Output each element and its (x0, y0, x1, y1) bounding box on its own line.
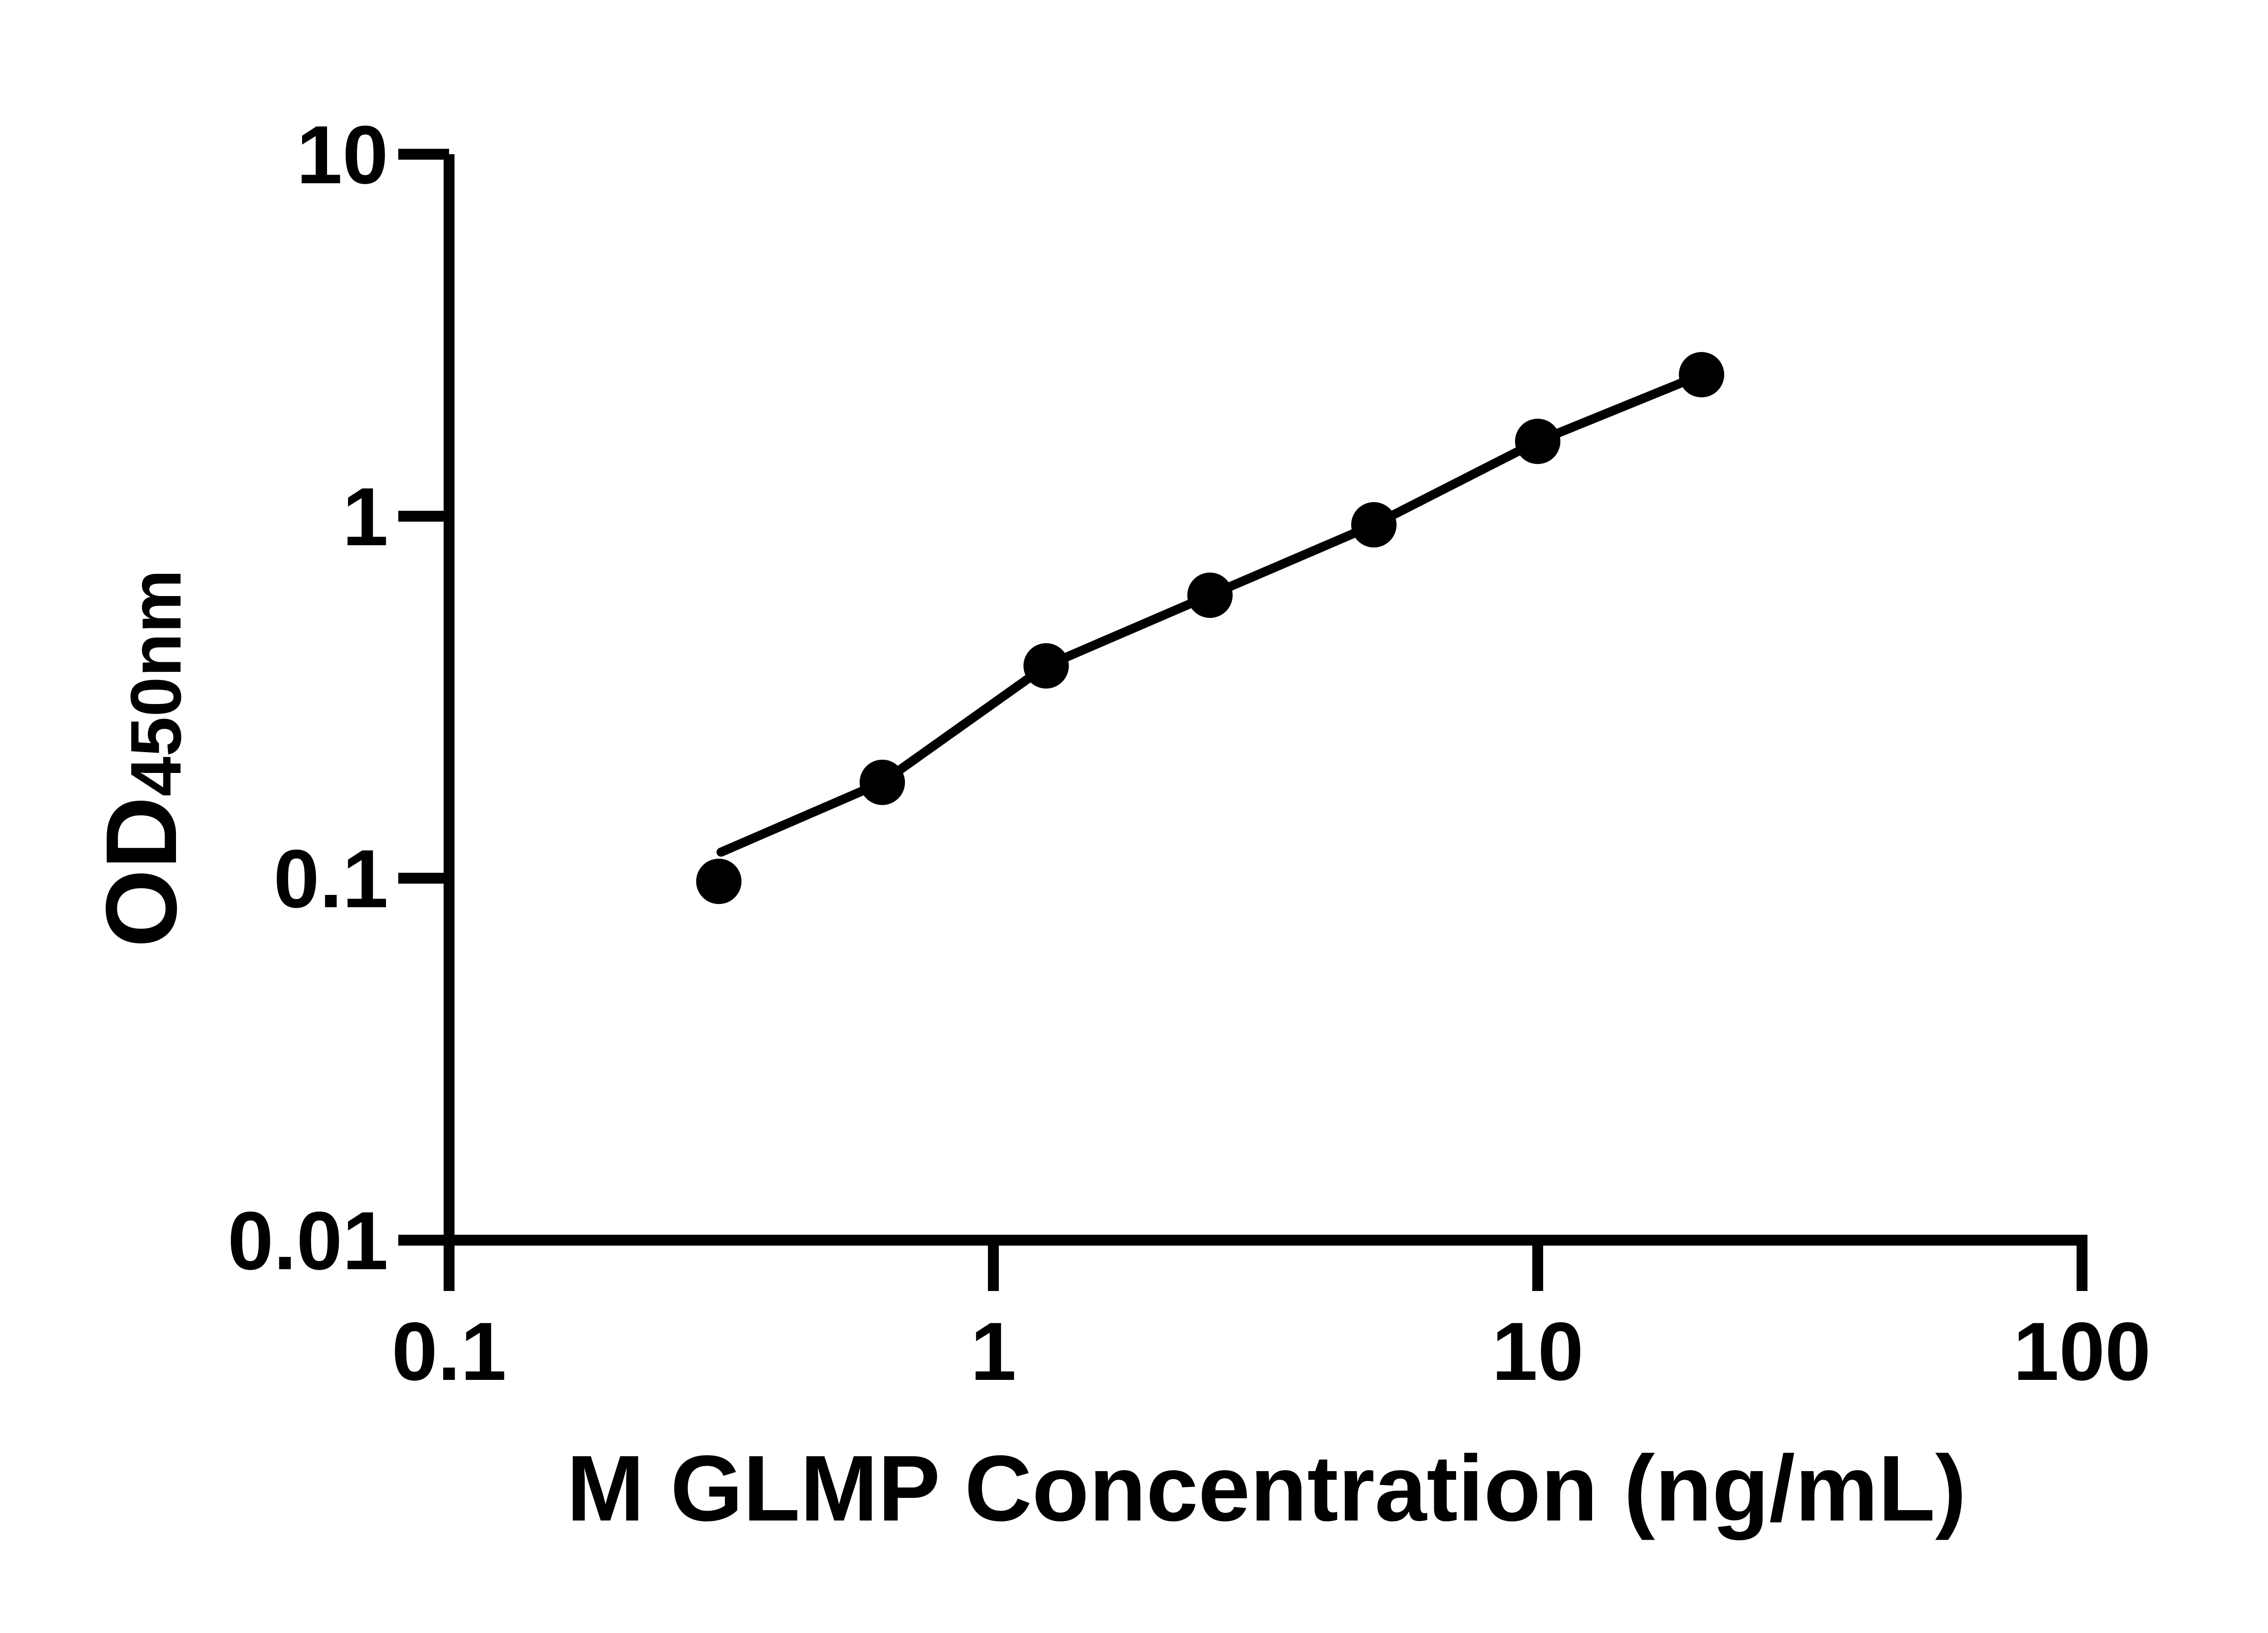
data-point (1187, 572, 1233, 618)
data-point (1679, 352, 1725, 397)
y-tick-label: 0.01 (228, 1194, 388, 1287)
data-point (696, 859, 742, 904)
data-point (1023, 643, 1069, 689)
x-tick-label: 1 (970, 1305, 1016, 1398)
x-tick-label: 0.1 (391, 1305, 506, 1398)
data-point (860, 759, 905, 805)
y-axis-title: OD450nm (85, 569, 198, 948)
x-tick-label: 100 (2013, 1305, 2151, 1398)
y-axis-title-subscript: 450nm (116, 569, 196, 797)
y-tick-label: 1 (342, 470, 388, 563)
data-point (1515, 419, 1560, 464)
x-tick-label: 10 (1492, 1305, 1584, 1398)
data-point (1351, 502, 1397, 548)
y-axis-title-main: OD (85, 797, 198, 948)
y-tick-label: 0.1 (274, 832, 388, 925)
x-axis-title: M GLMP Concentration (ng/mL) (567, 1436, 1966, 1540)
y-tick-label: 10 (297, 108, 388, 201)
